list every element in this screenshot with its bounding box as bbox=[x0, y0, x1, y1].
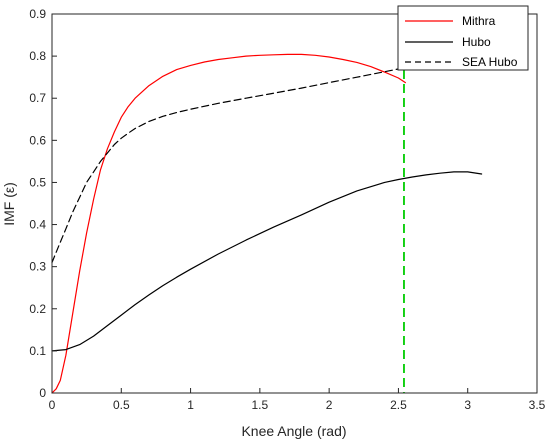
series-line-mithra bbox=[51, 53, 406, 394]
legend: Mithra Hubo SEA Hubo bbox=[397, 5, 529, 71]
y-tick-label-0: 0 bbox=[39, 386, 46, 400]
series-layer bbox=[51, 14, 483, 394]
y-tick-label-0-5: 0.5 bbox=[29, 175, 46, 189]
x-tick-label-3-5: 3.5 bbox=[529, 398, 546, 412]
y-tick-label-0-9: 0.9 bbox=[29, 7, 46, 21]
x-tick-label-0-5: 0.5 bbox=[113, 398, 130, 412]
y-tick-label-0-7: 0.7 bbox=[29, 91, 46, 105]
x-tick-label-1: 1 bbox=[187, 398, 194, 412]
ticks-layer: 0 0.5 1 1.5 2 2.5 3 3.5 0 0.1 0.2 0.3 0.4 0.5 0.6 0.7 0.… bbox=[29, 7, 545, 412]
y-tick-label-0-4: 0.4 bbox=[29, 218, 46, 232]
legend-label-hubo: Hubo bbox=[462, 35, 491, 49]
x-axis-label: Knee Angle (rad) bbox=[241, 423, 346, 439]
x-tick-label-2: 2 bbox=[326, 398, 333, 412]
y-tick-label-0-1: 0.1 bbox=[29, 344, 46, 358]
legend-box bbox=[397, 5, 529, 71]
y-tick-label-0-8: 0.8 bbox=[29, 49, 46, 63]
y-tick-label-0-2: 0.2 bbox=[29, 302, 46, 316]
x-tick-label-0: 0 bbox=[49, 398, 56, 412]
x-tick-label-3: 3 bbox=[464, 398, 471, 412]
x-tick-label-2-5: 2.5 bbox=[390, 398, 407, 412]
legend-label-sea-hubo: SEA Hubo bbox=[462, 55, 518, 69]
plot-area bbox=[52, 14, 537, 393]
y-axis-label: IMF (ε) bbox=[1, 182, 17, 226]
y-tick-label-0-3: 0.3 bbox=[29, 260, 46, 274]
series-line-hubo bbox=[51, 171, 483, 352]
x-tick-label-1-5: 1.5 bbox=[252, 398, 269, 412]
plot-frame bbox=[51, 13, 538, 394]
legend-label-mithra: Mithra bbox=[462, 14, 496, 28]
y-tick-label-0-6: 0.6 bbox=[29, 133, 46, 147]
series-line-sea-hubo bbox=[51, 59, 441, 264]
